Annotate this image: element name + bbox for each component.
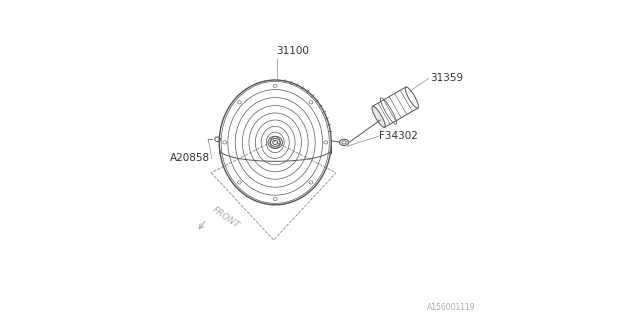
Ellipse shape <box>339 139 349 146</box>
Text: 31359: 31359 <box>430 73 463 84</box>
Text: A20858: A20858 <box>170 153 210 164</box>
Text: 31100: 31100 <box>276 46 309 56</box>
Text: F34302: F34302 <box>380 131 418 141</box>
Text: A156001119: A156001119 <box>427 303 475 312</box>
Ellipse shape <box>372 106 385 127</box>
Text: FRONT: FRONT <box>210 205 241 230</box>
